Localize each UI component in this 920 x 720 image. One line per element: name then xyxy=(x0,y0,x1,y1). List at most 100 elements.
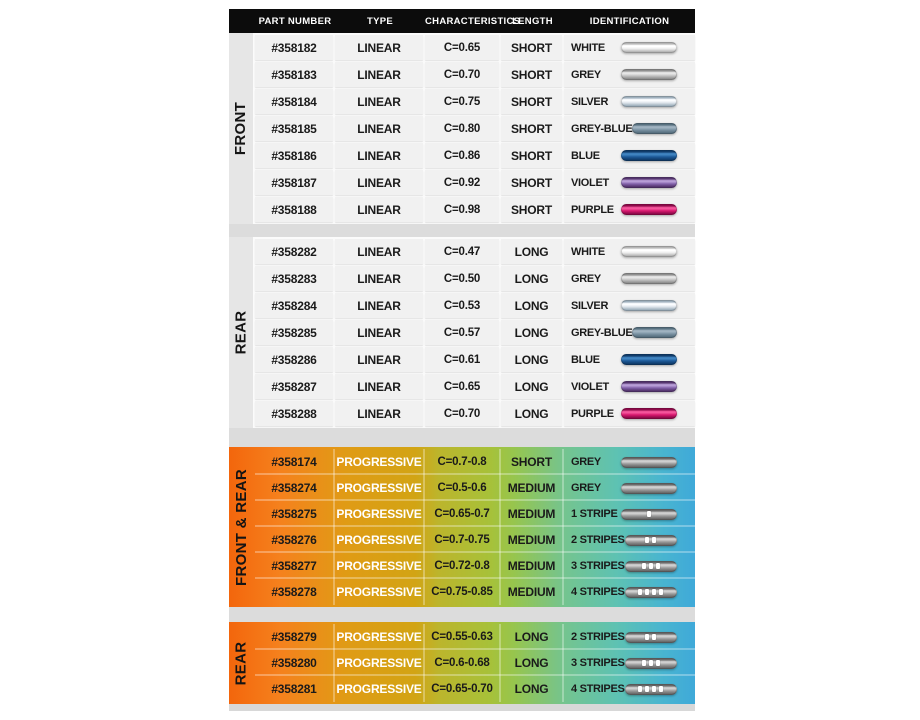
stripe-mark xyxy=(659,589,664,595)
type-cell: LINEAR xyxy=(335,266,423,291)
characteristics-cell: C=0.7-0.75 xyxy=(425,527,499,553)
header-col-characteristics: CHARACTERISTICS xyxy=(425,15,521,27)
identification-bar-icon xyxy=(621,408,677,419)
part-number-cell: #358274 xyxy=(271,481,317,495)
length-cell: SHORT xyxy=(501,449,562,475)
identification-label: PURPLE xyxy=(571,203,614,216)
characteristics-cell: C=0.6-0.68 xyxy=(425,650,499,676)
table-row: #358283 LINEAR C=0.50 LONG GREY xyxy=(255,266,695,291)
identification-cell: 4 STRIPES xyxy=(564,579,695,605)
stripe-mark xyxy=(645,634,650,640)
identification-cell: SILVER xyxy=(564,89,695,114)
table-row: #358185 LINEAR C=0.80 SHORT GREY-BLUE xyxy=(255,116,695,141)
identification-bar-icon xyxy=(621,482,677,494)
characteristics-cell: C=0.98 xyxy=(425,197,499,222)
identification-bar-icon xyxy=(624,534,677,546)
length-cell: MEDIUM xyxy=(501,501,562,527)
length-cell: MEDIUM xyxy=(501,527,562,553)
identification-bar-icon xyxy=(621,381,677,392)
section-rows: #358182 LINEAR C=0.65 SHORT WHITE #358183 LINE… xyxy=(253,33,695,224)
identification-cell: 3 STRIPES xyxy=(564,553,695,579)
table-header: PART NUMBER TYPE CHARACTERISTICS LENGTH … xyxy=(229,9,695,33)
length-cell: MEDIUM xyxy=(501,475,562,501)
stripe-mark xyxy=(641,660,646,666)
part-number-cell: #358184 xyxy=(255,89,333,114)
characteristics-cell: C=0.53 xyxy=(425,293,499,318)
part-number-cell: #358280 xyxy=(271,656,317,670)
table-row: #358288 LINEAR C=0.70 LONG PURPLE xyxy=(255,401,695,426)
type-cell: LINEAR xyxy=(335,35,423,60)
identification-label: GREY-BLUE xyxy=(571,326,633,339)
identification-bar-icon xyxy=(621,69,677,80)
table-row: #358187 LINEAR C=0.92 SHORT VIOLET xyxy=(255,170,695,195)
characteristics-cell: C=0.70 xyxy=(425,62,499,87)
characteristics-cell: C=0.5-0.6 xyxy=(425,475,499,501)
identification-bar-icon xyxy=(621,96,677,107)
type-cell: LINEAR xyxy=(335,116,423,141)
type-cell: LINEAR xyxy=(335,197,423,222)
identification-cell: PURPLE xyxy=(564,401,695,426)
identification-cell: WHITE xyxy=(564,35,695,60)
identification-cell: SILVER xyxy=(564,293,695,318)
identification-label: GREY-BLUE xyxy=(571,122,633,135)
table-row: #358286 LINEAR C=0.61 LONG BLUE xyxy=(255,347,695,372)
stripe-mark xyxy=(648,660,653,666)
identification-label: 3 STRIPES xyxy=(571,657,625,669)
type-cell: LINEAR xyxy=(335,320,423,345)
identification-bar-icon xyxy=(621,150,677,161)
section-side-label-text: REAR xyxy=(232,310,250,355)
part-number-cell: #358281 xyxy=(271,682,317,696)
identification-cell: 2 STRIPES xyxy=(564,624,695,650)
identification-label: GREY xyxy=(571,68,601,81)
characteristics-cell: C=0.86 xyxy=(425,143,499,168)
part-number-cell: #358186 xyxy=(255,143,333,168)
identification-cell: GREY-BLUE xyxy=(564,116,695,141)
section-side-label-text: FRONT & REAR xyxy=(232,468,250,586)
part-number-cell: #358277 xyxy=(271,559,317,573)
characteristics-cell: C=0.61 xyxy=(425,347,499,372)
identification-label: GREY xyxy=(571,272,601,285)
identification-bar-icon xyxy=(624,631,677,643)
identification-label: VIOLET xyxy=(571,176,609,189)
part-number-cell: #358275 xyxy=(271,507,317,521)
characteristics-cell: C=0.57 xyxy=(425,320,499,345)
type-cell: PROGRESSIVE xyxy=(335,475,423,501)
type-cell: PROGRESSIVE xyxy=(335,449,423,475)
section-rows: #358282 LINEAR C=0.47 LONG WHITE #358283 LINEA… xyxy=(253,237,695,428)
length-cell: LONG xyxy=(501,266,562,291)
length-cell: MEDIUM xyxy=(501,553,562,579)
identification-bar-icon xyxy=(624,560,677,572)
part-number-cell: #358276 xyxy=(271,533,317,547)
identification-cell: GREY xyxy=(564,475,695,501)
characteristics-cell: C=0.75 xyxy=(425,89,499,114)
length-cell: SHORT xyxy=(501,143,562,168)
characteristics-cell: C=0.72-0.8 xyxy=(425,553,499,579)
header-col-identification: IDENTIFICATION xyxy=(589,15,670,27)
identification-cell: PURPLE xyxy=(564,197,695,222)
identification-label: 2 STRIPES xyxy=(571,631,625,643)
identification-label: 4 STRIPES xyxy=(571,586,625,598)
part-number-cell: #358284 xyxy=(255,293,333,318)
identification-bar-icon xyxy=(624,586,677,598)
section-side-label: REAR xyxy=(229,622,253,704)
table-row: #358279 PROGRESSIVE C=0.55-0.63 LONG 2 STRIP… xyxy=(255,624,695,650)
identification-cell: BLUE xyxy=(564,347,695,372)
identification-bar-icon xyxy=(632,123,677,134)
identification-bar-icon xyxy=(621,204,677,215)
section-front-rear: FRONT & REAR #358174 PROGRESSIVE C=0.7-0.8 S… xyxy=(229,447,695,607)
identification-bar-icon xyxy=(621,300,677,311)
part-number-cell: #358285 xyxy=(255,320,333,345)
characteristics-cell: C=0.65-0.70 xyxy=(425,676,499,702)
part-number-cell: #358288 xyxy=(255,401,333,426)
identification-bar-icon xyxy=(621,508,677,520)
identification-label: WHITE xyxy=(571,245,605,258)
part-number-cell: #358278 xyxy=(271,585,317,599)
stripe-mark xyxy=(652,686,657,692)
stripe-mark xyxy=(652,537,657,543)
part-number-cell: #358286 xyxy=(255,347,333,372)
type-cell: LINEAR xyxy=(335,62,423,87)
section-side-label: FRONT & REAR xyxy=(229,447,253,607)
characteristics-cell: C=0.75-0.85 xyxy=(425,579,499,605)
table-row: #358287 LINEAR C=0.65 LONG VIOLET xyxy=(255,374,695,399)
identification-cell: GREY xyxy=(564,62,695,87)
